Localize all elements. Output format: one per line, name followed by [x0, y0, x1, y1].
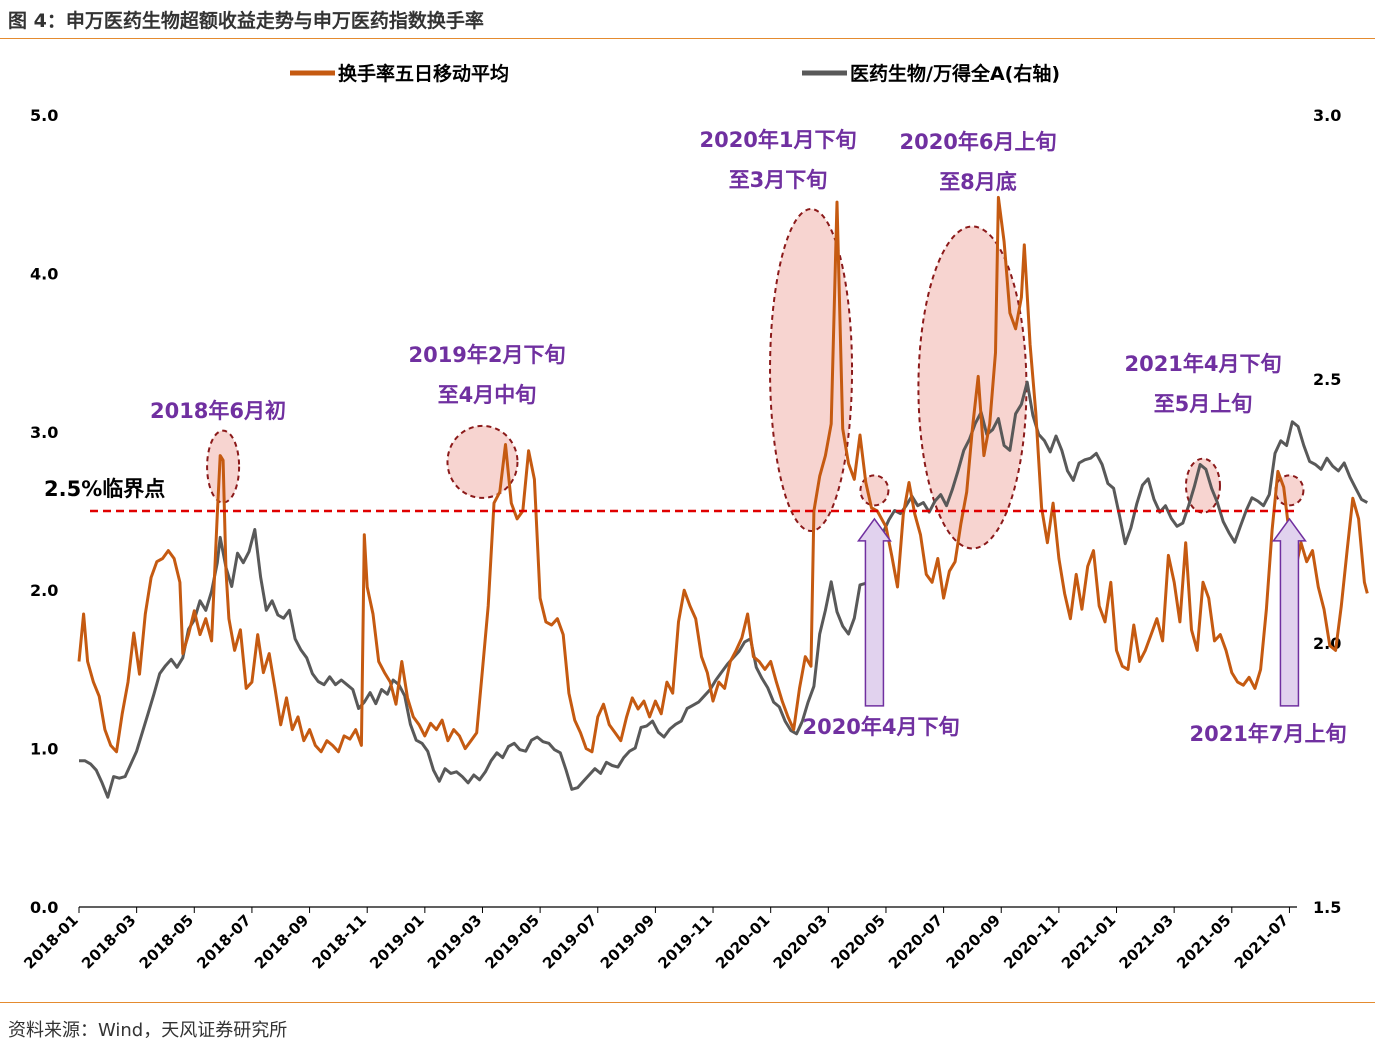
figure-title: 图 4：申万医药生物超额收益走势与申万医药指数换手率: [8, 10, 484, 32]
x-tick-label: 2020-07: [885, 911, 946, 972]
x-tick-label: 2019-07: [539, 911, 600, 972]
series-line-ratio: [79, 380, 1369, 799]
highlight-arrow: [1271, 517, 1307, 707]
annotation-label: 2020年6月上旬: [899, 130, 1056, 154]
x-tick-label: 2019-09: [597, 911, 658, 972]
top-rule: [0, 38, 1375, 39]
y-axis-left: 0.0 1.0 2.0 3.0 4.0 5.0: [30, 106, 58, 917]
annotation-label: 至3月下旬: [729, 168, 828, 192]
annotation-label: 2019年2月下旬: [408, 343, 565, 367]
y-right-tick-label: 2.5: [1313, 370, 1341, 389]
x-tick-label: 2020-09: [943, 911, 1004, 972]
annotation-label: 2021年7月上旬: [1189, 722, 1346, 746]
y-right-tick-label: 1.5: [1313, 898, 1341, 917]
y-left-tick-label: 2.0: [30, 581, 58, 600]
x-tick-label: 2020-05: [827, 911, 888, 972]
legend-label-turnover: 换手率五日移动平均: [338, 62, 509, 85]
x-tick-label: 2018-05: [136, 911, 197, 972]
x-tick-label: 2019-05: [482, 911, 543, 972]
x-tick-label: 2018-03: [78, 911, 139, 972]
x-tick-label: 2021-05: [1173, 911, 1234, 972]
y-left-tick-label: 0.0: [30, 898, 58, 917]
x-tick-label: 2018-01: [20, 911, 81, 972]
y-axis-right: 1.52.02.53.0: [1313, 106, 1341, 917]
series-line-turnover: [77, 195, 1369, 754]
x-tick-label: 2020-01: [712, 911, 773, 972]
annotation-label: 至5月上旬: [1154, 392, 1253, 416]
chart: 换手率五日移动平均 医药生物/万得全A(右轴) 0.0 1.0 2.0 3.0 4.0 5…: [20, 62, 1369, 973]
highlight-arrow: [856, 517, 892, 707]
highlight-bubble: [859, 474, 890, 507]
annotation-label: 2020年1月下旬: [699, 128, 856, 152]
legend-label-ratio: 医药生物/万得全A(右轴): [850, 62, 1060, 85]
x-tick-label: 2019-03: [424, 911, 485, 972]
y-left-tick-label: 5.0: [30, 106, 58, 125]
x-tick-label: 2020-03: [770, 911, 831, 972]
threshold-label: 2.5%临界点: [44, 477, 165, 501]
x-tick-label: 2018-11: [309, 911, 370, 972]
source-note: 资料来源：Wind，天风证券研究所: [8, 1020, 288, 1041]
x-tick-label: 2019-01: [366, 911, 427, 972]
bottom-rule: [0, 1002, 1375, 1003]
x-tick-label: 2018-07: [193, 911, 254, 972]
x-tick-label: 2021-03: [1116, 911, 1177, 972]
x-tick-label: 2021-07: [1231, 911, 1292, 972]
legend: 换手率五日移动平均 医药生物/万得全A(右轴): [290, 62, 1060, 85]
x-axis: 2018-012018-032018-052018-072018-092018-…: [20, 907, 1292, 973]
annotation-label: 至4月中旬: [438, 383, 537, 407]
highlight-arrows: [856, 517, 1307, 707]
y-left-tick-label: 4.0: [30, 264, 58, 283]
y-left-tick-label: 3.0: [30, 423, 58, 442]
highlight-bubble: [769, 208, 854, 533]
y-right-tick-label: 3.0: [1313, 106, 1341, 125]
highlight-bubble: [1184, 457, 1221, 514]
annotation-label: 2020年4月下旬: [802, 715, 959, 739]
y-left-tick-label: 1.0: [30, 740, 58, 759]
x-tick-label: 2019-11: [654, 911, 715, 972]
annotation-label: 2018年6月初: [150, 399, 286, 423]
annotation-label: 2021年4月下旬: [1124, 352, 1281, 376]
x-tick-label: 2021-01: [1058, 911, 1119, 972]
annotation-label: 至8月底: [939, 170, 1017, 194]
x-tick-label: 2020-11: [1000, 911, 1061, 972]
x-tick-label: 2018-09: [251, 911, 312, 972]
